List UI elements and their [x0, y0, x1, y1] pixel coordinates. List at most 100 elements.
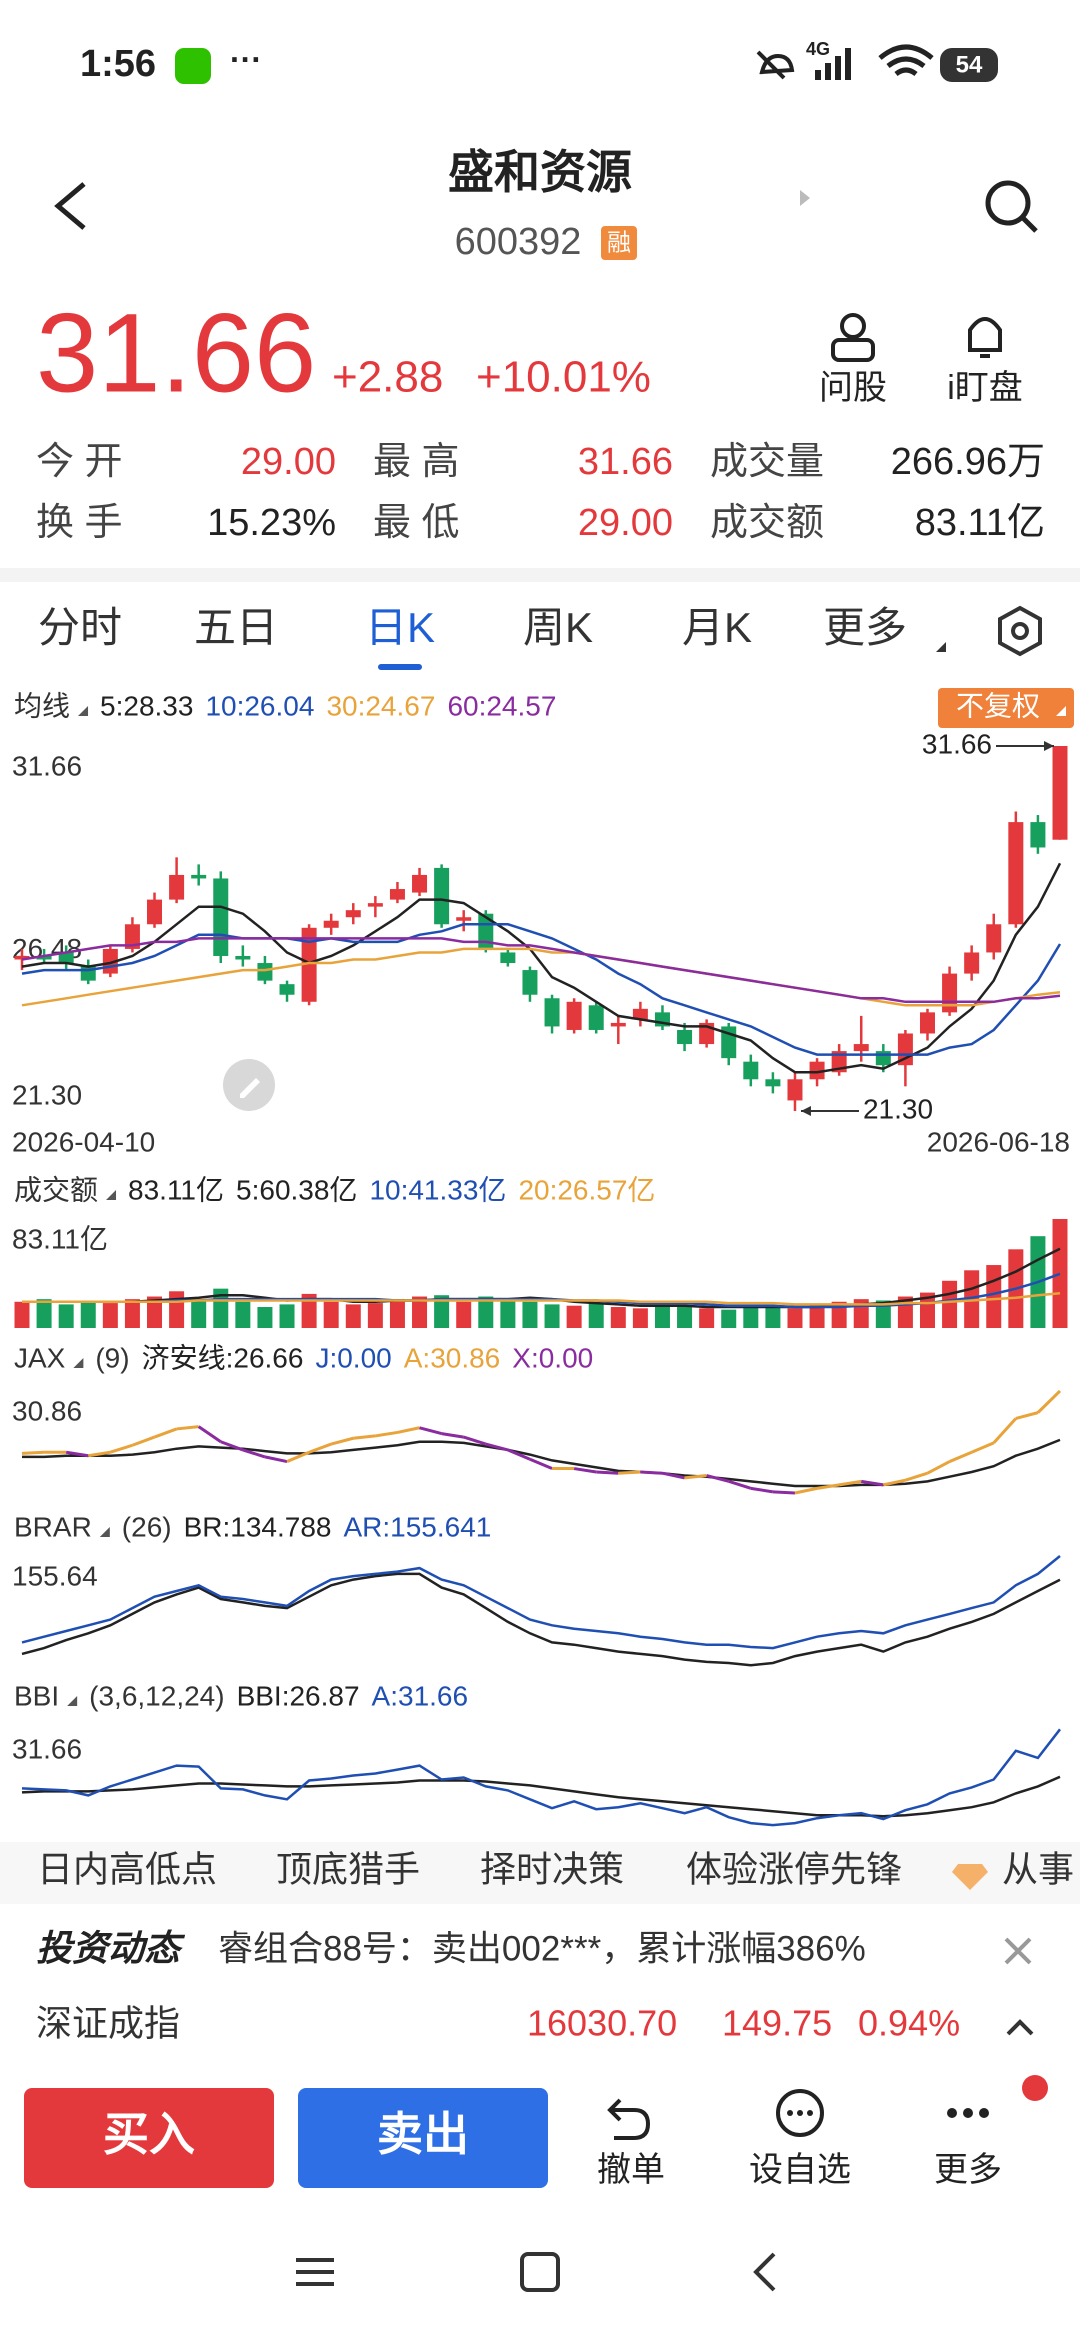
volume-bar [721, 1309, 737, 1328]
tab[interactable]: 月K [682, 604, 752, 651]
battery-icon [940, 48, 998, 82]
tab[interactable]: 周K [523, 604, 593, 651]
volume-bar [456, 1301, 472, 1328]
ask-icon[interactable] [840, 313, 866, 339]
annotation: 31.66 [922, 728, 992, 759]
stat-value: 83.11亿 [915, 502, 1045, 544]
line-segment [838, 1479, 862, 1487]
adjust-dropdown [1056, 706, 1066, 716]
line-segment [441, 1432, 464, 1439]
legend-item: A:30.86 [404, 1342, 501, 1373]
legend-dropdown [67, 1696, 78, 1706]
line [21, 947, 1061, 1007]
nav-menu[interactable] [296, 2258, 334, 2286]
volume-bar [36, 1299, 52, 1328]
price: 31.66 [36, 291, 316, 416]
candle-body [919, 1012, 935, 1034]
line-segment [88, 1450, 111, 1458]
tab[interactable]: 分时 [38, 604, 122, 651]
volume-bar [588, 1303, 604, 1328]
sell-text[interactable]: 卖出 [377, 2108, 469, 2160]
y-tick-label: 83.11亿 [12, 1223, 108, 1254]
nav-home[interactable] [520, 2252, 560, 2292]
news-text[interactable]: 睿组合88号：卖出002***，累计涨幅386% [218, 1929, 866, 1968]
feature[interactable]: 顶底猎手 [276, 1849, 420, 1890]
sell-button[interactable] [298, 2088, 548, 2188]
volume-bar [544, 1304, 560, 1328]
more-icon[interactable] [947, 2108, 989, 2118]
volume-bar [323, 1301, 339, 1328]
candle-body [434, 867, 450, 925]
line-segment [529, 1457, 553, 1470]
candle-body [257, 963, 273, 981]
legend-title: 均线 [14, 690, 70, 721]
tab-underline [378, 664, 422, 670]
legend-item: X:0.00 [512, 1342, 593, 1373]
candle-body [279, 984, 295, 995]
index-pct: 0.94% [858, 2003, 960, 2044]
watch-icon[interactable] [968, 317, 1002, 358]
tab[interactable]: 五日 [194, 604, 278, 651]
line-segment [109, 1443, 133, 1454]
status-more: ··· [230, 41, 262, 77]
line-segment [308, 1442, 332, 1454]
volume-bar [367, 1303, 383, 1328]
stat-value: 29.00 [578, 502, 673, 544]
line-segment [618, 1470, 641, 1475]
candle-body [235, 955, 251, 960]
index-expand[interactable] [1006, 2019, 1034, 2036]
volume-bar [831, 1301, 847, 1328]
adjust-button[interactable] [938, 688, 1074, 728]
tool[interactable]: 撤单 [597, 2151, 665, 2189]
line-segment [1036, 1389, 1062, 1414]
feature[interactable]: 日内高低点 [37, 1849, 217, 1890]
adjust-text[interactable]: 不复权 [956, 690, 1040, 721]
line-segment [794, 1486, 818, 1495]
news-close[interactable] [1004, 1937, 1032, 1965]
nav-back[interactable] [753, 2252, 776, 2292]
feature[interactable]: 从事 [1002, 1849, 1074, 1890]
legend-params: (3,6,12,24) [89, 1680, 224, 1711]
action-ask[interactable]: 问股 [819, 369, 887, 407]
watchlist-icon[interactable] [776, 2089, 824, 2137]
feature[interactable]: 体验涨停先锋 [686, 1849, 902, 1890]
next-arrow[interactable] [800, 190, 810, 206]
feature[interactable]: 择时决策 [480, 1849, 624, 1890]
settings-button[interactable] [998, 605, 1042, 657]
candle-body [14, 955, 30, 960]
line-segment [242, 1448, 266, 1459]
buy-button[interactable] [24, 2088, 274, 2188]
stock-code: 600392 [455, 221, 582, 263]
volume-bar [964, 1270, 980, 1328]
line-segment [397, 1426, 420, 1434]
legend-title: BRAR [14, 1511, 92, 1542]
legend-item: 30:24.67 [326, 690, 435, 721]
tool[interactable]: 设自选 [749, 2151, 851, 2189]
volume-bar [478, 1296, 494, 1328]
search-button[interactable] [985, 180, 1031, 226]
cancel-icon[interactable] [607, 2098, 651, 2140]
candle-body [544, 998, 560, 1027]
line-segment [507, 1448, 531, 1461]
tool[interactable]: 更多 [934, 2151, 1002, 2189]
line-segment [948, 1450, 973, 1463]
line-segment [640, 1470, 663, 1475]
tab[interactable]: 更多 [823, 604, 907, 651]
legend-dropdown [73, 1358, 84, 1368]
volume-bar [389, 1299, 405, 1328]
volume-bar [699, 1308, 715, 1328]
y-tick-label: 31.66 [12, 750, 82, 781]
watchlist-dots [787, 2110, 813, 2116]
action-watch[interactable]: i盯盘 [947, 369, 1023, 407]
buy-text[interactable]: 买入 [103, 2108, 195, 2160]
stat-value: 15.23% [207, 502, 336, 544]
line-segment [662, 1471, 685, 1480]
charts: 均线 5:28.33 10:26.04 30:24.67 60:24.5731.6626… [12, 690, 1070, 1827]
tab-active[interactable]: 日K [365, 604, 435, 651]
price-change: +2.88 [332, 353, 443, 402]
candle-body [412, 874, 428, 893]
volume-bar [1052, 1219, 1068, 1328]
candle-body [367, 903, 383, 907]
candle-body [522, 970, 538, 995]
back-button[interactable] [54, 182, 86, 230]
